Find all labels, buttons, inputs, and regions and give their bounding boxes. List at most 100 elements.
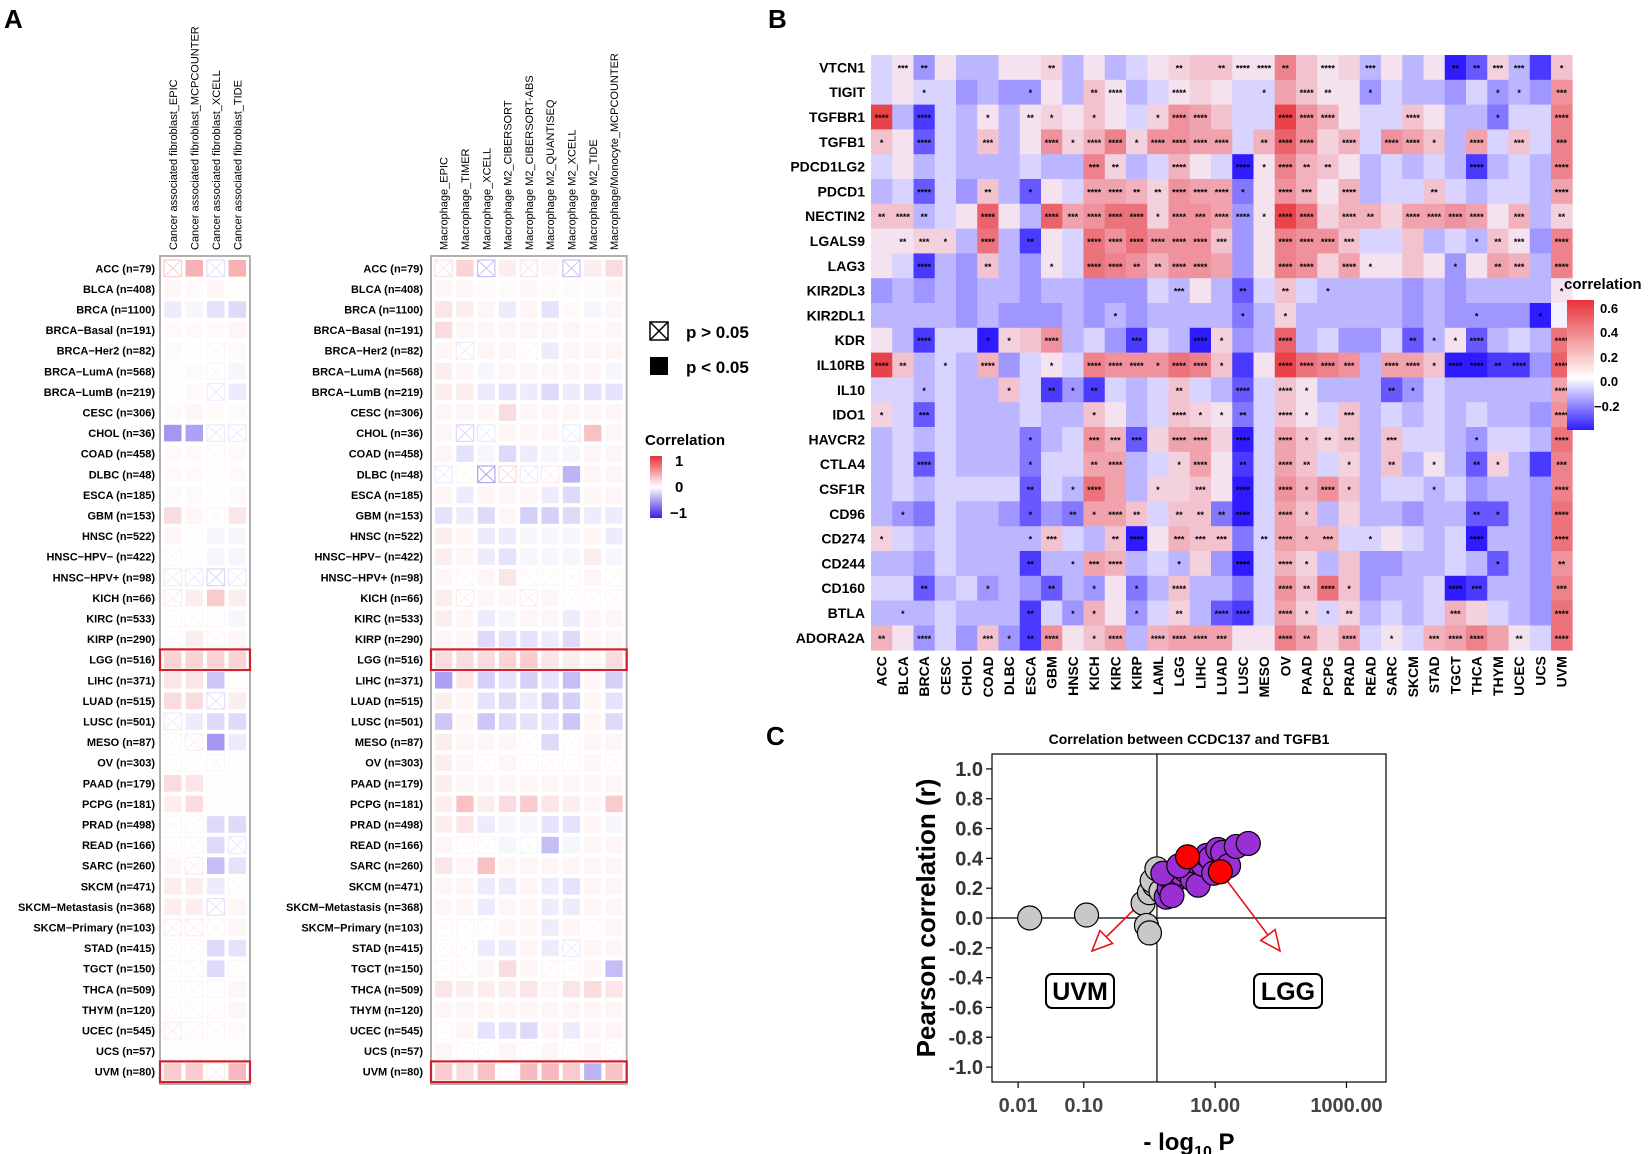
heat-cell <box>1444 327 1467 353</box>
macro-cell <box>541 610 559 627</box>
y-tick-label: 0.6 <box>955 819 983 841</box>
heat-cell <box>977 551 999 577</box>
macro-cell <box>435 733 453 751</box>
panel-a-colorbar-tick-mid: 0 <box>675 479 683 496</box>
macro-cell-ns <box>562 939 581 957</box>
heat-cell <box>1508 625 1531 651</box>
heat-cell <box>1444 451 1467 477</box>
significance-star: * <box>1369 262 1373 272</box>
macro-cell-ns <box>455 568 475 587</box>
heat-cell <box>1359 402 1382 428</box>
significance-star: * <box>1220 361 1224 371</box>
heat-cell <box>1466 625 1488 651</box>
fibro-cell-ns <box>163 753 183 772</box>
fibro-cell-ns-cross <box>206 898 225 916</box>
heat-cell <box>1019 129 1042 155</box>
macro-cell <box>520 527 538 545</box>
heat-cell <box>1104 129 1127 155</box>
macro-cell <box>584 383 602 401</box>
heat-cell <box>1019 203 1042 229</box>
heat-cell <box>892 154 914 180</box>
heat-cell <box>1508 55 1531 81</box>
fibro-cell <box>185 404 203 421</box>
heat-cell <box>1338 154 1361 180</box>
heat-cell <box>934 352 957 378</box>
heat-cell <box>1487 104 1509 130</box>
heat-cell <box>1444 575 1467 601</box>
macro-cell <box>605 507 623 524</box>
fibro-cell-ns <box>184 733 204 751</box>
fibro-cell-ns-cross <box>206 424 225 442</box>
heat-cell <box>1338 575 1361 601</box>
macro-cell <box>605 342 623 359</box>
heat-cell <box>913 203 936 229</box>
heat-cell <box>1083 526 1106 552</box>
heat-cell <box>1423 600 1446 626</box>
macro-cell <box>435 754 453 771</box>
macro-cell <box>520 548 538 565</box>
significance-star: **** <box>1470 634 1485 644</box>
cancer-label: LUSC <box>1235 656 1251 694</box>
heat-cell <box>1041 129 1063 155</box>
heat-cell <box>1359 476 1382 502</box>
heat-cell <box>913 625 936 651</box>
fibro-cell-ns <box>184 959 204 978</box>
heat-cell <box>998 278 1021 304</box>
macro-cell <box>584 754 602 771</box>
heat-cell <box>1444 303 1467 329</box>
macro-cell <box>584 878 602 895</box>
macro-cell <box>541 445 559 462</box>
macro-cell-ns-cross <box>519 589 538 607</box>
heat-cell <box>1423 303 1446 329</box>
cancer-label: PCPG <box>1320 656 1336 696</box>
heat-cell <box>1274 203 1297 229</box>
fibro-column-label: Cancer associated fibroblast_MCPCOUNTER <box>189 26 201 250</box>
heat-cell <box>1126 551 1148 577</box>
heat-cell <box>1551 451 1573 477</box>
macro-cell <box>562 816 581 833</box>
macro-cell <box>520 919 538 936</box>
heat-cell <box>1338 179 1361 205</box>
significance-star: **** <box>1278 187 1293 197</box>
heat-cell <box>1126 104 1148 130</box>
heat-cell <box>892 129 914 155</box>
macro-row-label: STAD (n=415) <box>352 943 423 955</box>
significance-star: * <box>1305 559 1309 569</box>
heat-cell <box>1062 526 1084 552</box>
significance-star: *** <box>1195 212 1206 222</box>
macro-cell <box>605 404 623 421</box>
significance-star: ** <box>1112 535 1120 545</box>
macro-cell <box>562 672 581 689</box>
heat-cell <box>1083 501 1106 527</box>
fibro-cell-ns <box>206 691 226 710</box>
heat-cell <box>1126 600 1148 626</box>
heat-cell <box>1381 327 1403 353</box>
significance-star: * <box>1135 609 1139 619</box>
heat-cell <box>1529 427 1552 453</box>
purple-point <box>1159 883 1185 909</box>
heat-cell <box>1402 55 1424 81</box>
heat-cell <box>1104 451 1127 477</box>
significance-star: * <box>986 584 990 594</box>
gene-label: TGFB1 <box>819 134 865 150</box>
red-point <box>1174 844 1201 870</box>
heat-cell <box>892 600 914 626</box>
fibro-row-label: SARC (n=260) <box>82 861 155 873</box>
heat-cell <box>1402 253 1424 279</box>
heat-cell <box>1338 501 1361 527</box>
heat-cell <box>934 278 957 304</box>
fibro-cell-ns <box>163 918 183 937</box>
heat-cell <box>1147 501 1169 527</box>
fibro-row-label: OV (n=303) <box>97 758 155 770</box>
significance-star: **** <box>1385 138 1400 148</box>
macro-cell-ns <box>455 424 475 442</box>
heat-cell <box>934 501 957 527</box>
significance-star: ** <box>1261 535 1269 545</box>
cancer-label: UVM <box>1554 656 1570 687</box>
significance-star: **** <box>1342 212 1357 222</box>
heat-cell <box>1019 228 1042 254</box>
fibro-cell-ns <box>184 980 204 999</box>
heat-cell <box>871 427 893 453</box>
heat-cell <box>1529 476 1552 502</box>
heat-cell <box>1189 55 1212 81</box>
